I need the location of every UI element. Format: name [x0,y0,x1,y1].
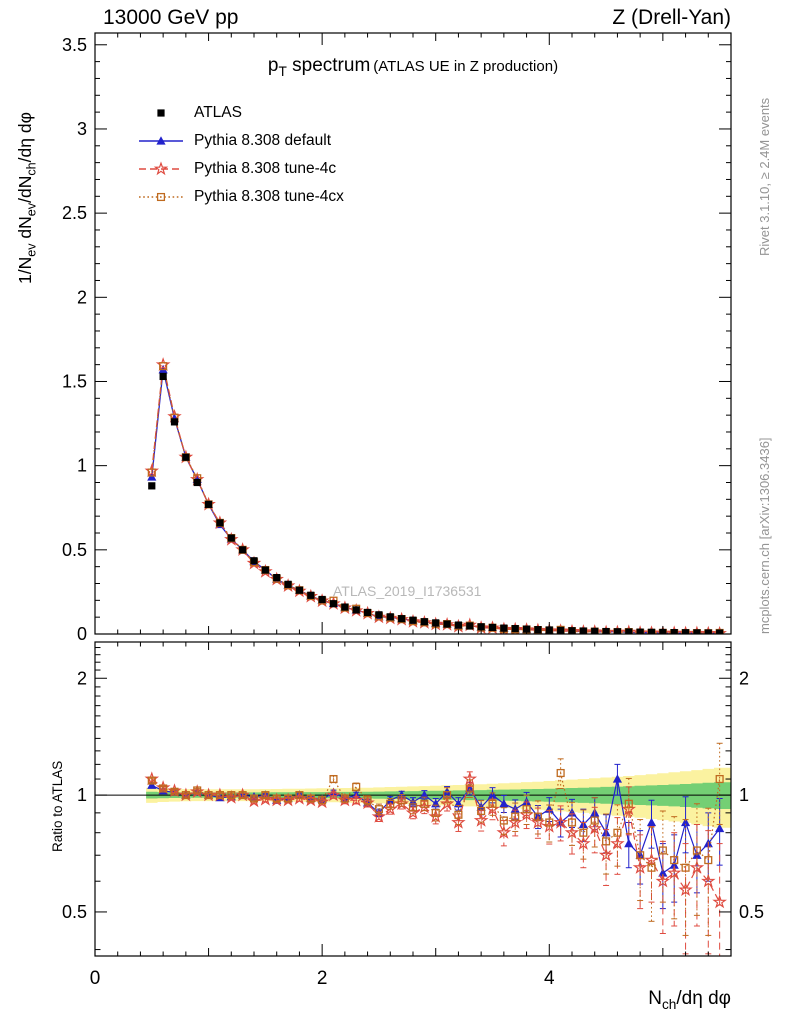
legend-item-atlas: ATLAS [138,99,344,127]
svg-text:1.5: 1.5 [62,371,87,391]
svg-text:2: 2 [77,668,87,688]
svg-text:2: 2 [739,668,749,688]
legend-marker-atlas [157,109,165,117]
x-axis-title: Nch/dη dφ [648,988,731,1012]
legend-item-pythia-4c: Pythia 8.308 tune-4c [138,155,344,183]
legend-marker-pythia-default [139,136,183,145]
legend-item-pythia-4cx: Pythia 8.308 tune-4cx [138,183,344,211]
watermark: ATLAS_2019_I1736531 [333,583,482,599]
title-sub: T [278,63,287,79]
ratio-panel-series [144,742,728,956]
legend-label: ATLAS [194,104,242,121]
axes-frame-and-ticks [94,32,732,957]
svg-text:2: 2 [317,968,328,989]
rivet-version-note: Rivet 3.1.10, ≥ 2.4M events [757,97,772,256]
mcplots-arxiv-note: mcplots.cern.ch [arXiv:1306.3436] [757,437,772,634]
svg-text:2.5: 2.5 [62,203,87,223]
svg-text:0.5: 0.5 [62,902,87,922]
svg-text:0.5: 0.5 [739,902,764,922]
legend-label: Pythia 8.308 tune-4c [194,160,337,177]
ratio-axis-title: Ratio to ATLAS [50,760,65,852]
header-process: Z (Drell-Yan) [612,6,731,29]
plot-title: pT spectrum (ATLAS UE in Z production) [95,55,731,79]
legend-marker-pythia-4c [139,161,183,176]
legend-item-pythia-default: Pythia 8.308 default [138,127,344,155]
title-rest: spectrum [286,55,371,76]
title-lead: p [267,55,279,76]
tick-labels: 0 0.5 1 1.5 2 2.5 3 3.5 0.5 0.5 1 1 2 2 0 2 4 [62,35,764,989]
svg-text:3: 3 [77,119,87,139]
legend-label: Pythia 8.308 default [194,132,332,149]
header-beam: 13000 GeV pp [103,6,239,29]
svg-text:4: 4 [544,968,555,989]
svg-text:1: 1 [77,785,87,805]
legend-marker-pythia-4cx [139,192,183,202]
legend: ATLAS Pythia 8.308 default Pythia 8.308 … [138,99,344,211]
svg-text:0: 0 [77,624,87,644]
svg-text:1: 1 [77,456,87,476]
svg-text:3.5: 3.5 [62,35,87,55]
title-paren: (ATLAS UE in Z production) [373,58,559,75]
svg-text:0.5: 0.5 [62,540,87,560]
svg-text:2: 2 [77,287,87,307]
legend-label: Pythia 8.308 tune-4cx [194,188,344,205]
y-axis-title: 1/Nev dNev/dNch/dη dφ [15,112,39,284]
svg-text:1: 1 [739,785,749,805]
svg-text:0: 0 [90,968,101,989]
